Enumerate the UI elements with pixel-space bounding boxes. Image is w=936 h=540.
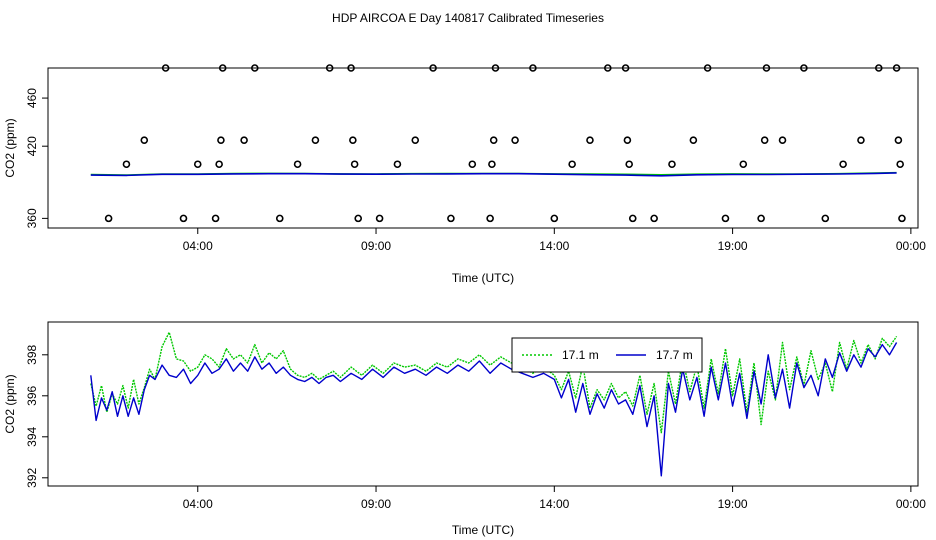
marker-point — [621, 64, 630, 72]
bottom-xtick-label: 00:00 — [896, 497, 926, 511]
bottom-xlabel: Time (UTC) — [452, 523, 514, 537]
bottom-xtick-label: 19:00 — [718, 497, 748, 511]
top-xaxis: 04:00 09:00 14:00 19:00 00:00 — [183, 228, 926, 253]
marker-point — [211, 214, 220, 223]
bottom-ylabel: CO2 (ppm) — [3, 374, 17, 433]
marker-point — [703, 64, 712, 72]
marker-point — [429, 64, 437, 72]
marker-point — [140, 136, 149, 144]
top-chart: 04:00 09:00 14:00 19:00 00:00 360 420 460 Time… — [3, 64, 926, 285]
bottom-ytick-label: 396 — [25, 385, 39, 405]
marker-point — [857, 136, 865, 144]
bottom-chart: 04:00 09:00 14:00 19:00 00:00 392 394 396 398 1… — [3, 321, 926, 537]
marker-point — [874, 64, 883, 72]
marker-point — [721, 214, 730, 223]
marker-point — [898, 214, 906, 223]
marker-point — [468, 160, 477, 169]
marker-point — [217, 136, 225, 144]
marker-point — [650, 214, 658, 223]
bottom-xtick-label: 09:00 — [361, 497, 391, 511]
bottom-series-17-1-m — [90, 331, 898, 434]
marker-point — [447, 214, 455, 223]
marker-point — [193, 160, 202, 169]
marker-point — [161, 64, 170, 72]
top-ytick-label: 460 — [25, 88, 39, 108]
bottom-lines — [90, 331, 898, 477]
marker-point — [689, 136, 698, 144]
marker-point — [550, 214, 559, 223]
marker-point — [311, 136, 320, 144]
bottom-yaxis: 392 394 396 398 — [25, 344, 48, 488]
marker-point — [375, 214, 384, 223]
marker-point — [347, 64, 355, 72]
marker-point — [762, 64, 771, 72]
top-series-17-7-m — [90, 172, 897, 177]
top-ylabel: CO2 (ppm) — [3, 118, 17, 177]
marker-point — [215, 160, 223, 169]
marker-point — [586, 136, 594, 144]
marker-point — [668, 160, 676, 169]
marker-point — [486, 214, 494, 223]
marker-point — [739, 160, 748, 169]
bottom-xtick-label: 14:00 — [539, 497, 569, 511]
marker-point — [896, 160, 904, 169]
bottom-xtick-label: 04:00 — [183, 497, 213, 511]
bottom-series-17-7-m — [90, 342, 898, 477]
marker-point — [892, 64, 901, 72]
marker-point — [293, 160, 302, 169]
marker-point — [491, 64, 500, 72]
marker-point — [354, 214, 363, 223]
marker-point — [568, 160, 576, 169]
bottom-plot-frame — [47, 321, 919, 487]
top-plot-frame — [47, 67, 919, 229]
top-xtick-label: 00:00 — [896, 239, 926, 253]
legend: 17.1 m 17.7 m — [511, 337, 703, 373]
marker-point — [240, 136, 248, 144]
marker-point — [839, 160, 847, 169]
marker-point — [511, 136, 519, 144]
bottom-ytick-label: 394 — [25, 426, 39, 446]
top-xtick-label: 14:00 — [539, 239, 569, 253]
marker-point — [757, 214, 765, 223]
marker-point — [778, 136, 787, 144]
legend-label-17-7m: 17.7 m — [656, 348, 693, 362]
marker-point — [529, 64, 537, 72]
top-markers — [104, 64, 906, 223]
top-xtick-label: 04:00 — [183, 239, 213, 253]
marker-point — [821, 214, 830, 223]
marker-point — [218, 64, 227, 72]
marker-point — [628, 214, 637, 223]
marker-point — [393, 160, 402, 169]
marker-point — [122, 160, 131, 169]
top-xtick-label: 09:00 — [361, 239, 391, 253]
marker-point — [760, 136, 769, 144]
marker-point — [251, 64, 259, 72]
marker-point — [349, 136, 357, 144]
marker-point — [625, 160, 633, 169]
top-ytick-label: 420 — [25, 136, 39, 156]
marker-point — [350, 160, 359, 169]
top-yaxis: 360 420 460 — [25, 88, 48, 228]
bottom-xaxis: 04:00 09:00 14:00 19:00 00:00 — [183, 486, 926, 511]
top-xtick-label: 19:00 — [718, 239, 748, 253]
marker-point — [800, 64, 808, 72]
marker-point — [325, 64, 334, 72]
marker-point — [603, 64, 612, 72]
marker-point — [894, 136, 903, 144]
legend-label-17-1m: 17.1 m — [562, 348, 599, 362]
top-xlabel: Time (UTC) — [452, 271, 514, 285]
marker-point — [275, 214, 284, 223]
marker-point — [489, 136, 498, 144]
marker-point — [488, 160, 496, 169]
marker-point — [104, 214, 113, 223]
top-ytick-label: 360 — [25, 208, 39, 228]
top-lines — [90, 171, 897, 177]
figure-title: HDP AIRCOA E Day 140817 Calibrated Times… — [332, 11, 604, 25]
marker-point — [623, 136, 632, 144]
marker-point — [411, 136, 420, 144]
bottom-ytick-label: 398 — [25, 344, 39, 364]
bottom-ytick-label: 392 — [25, 467, 39, 487]
marker-point — [179, 214, 188, 223]
